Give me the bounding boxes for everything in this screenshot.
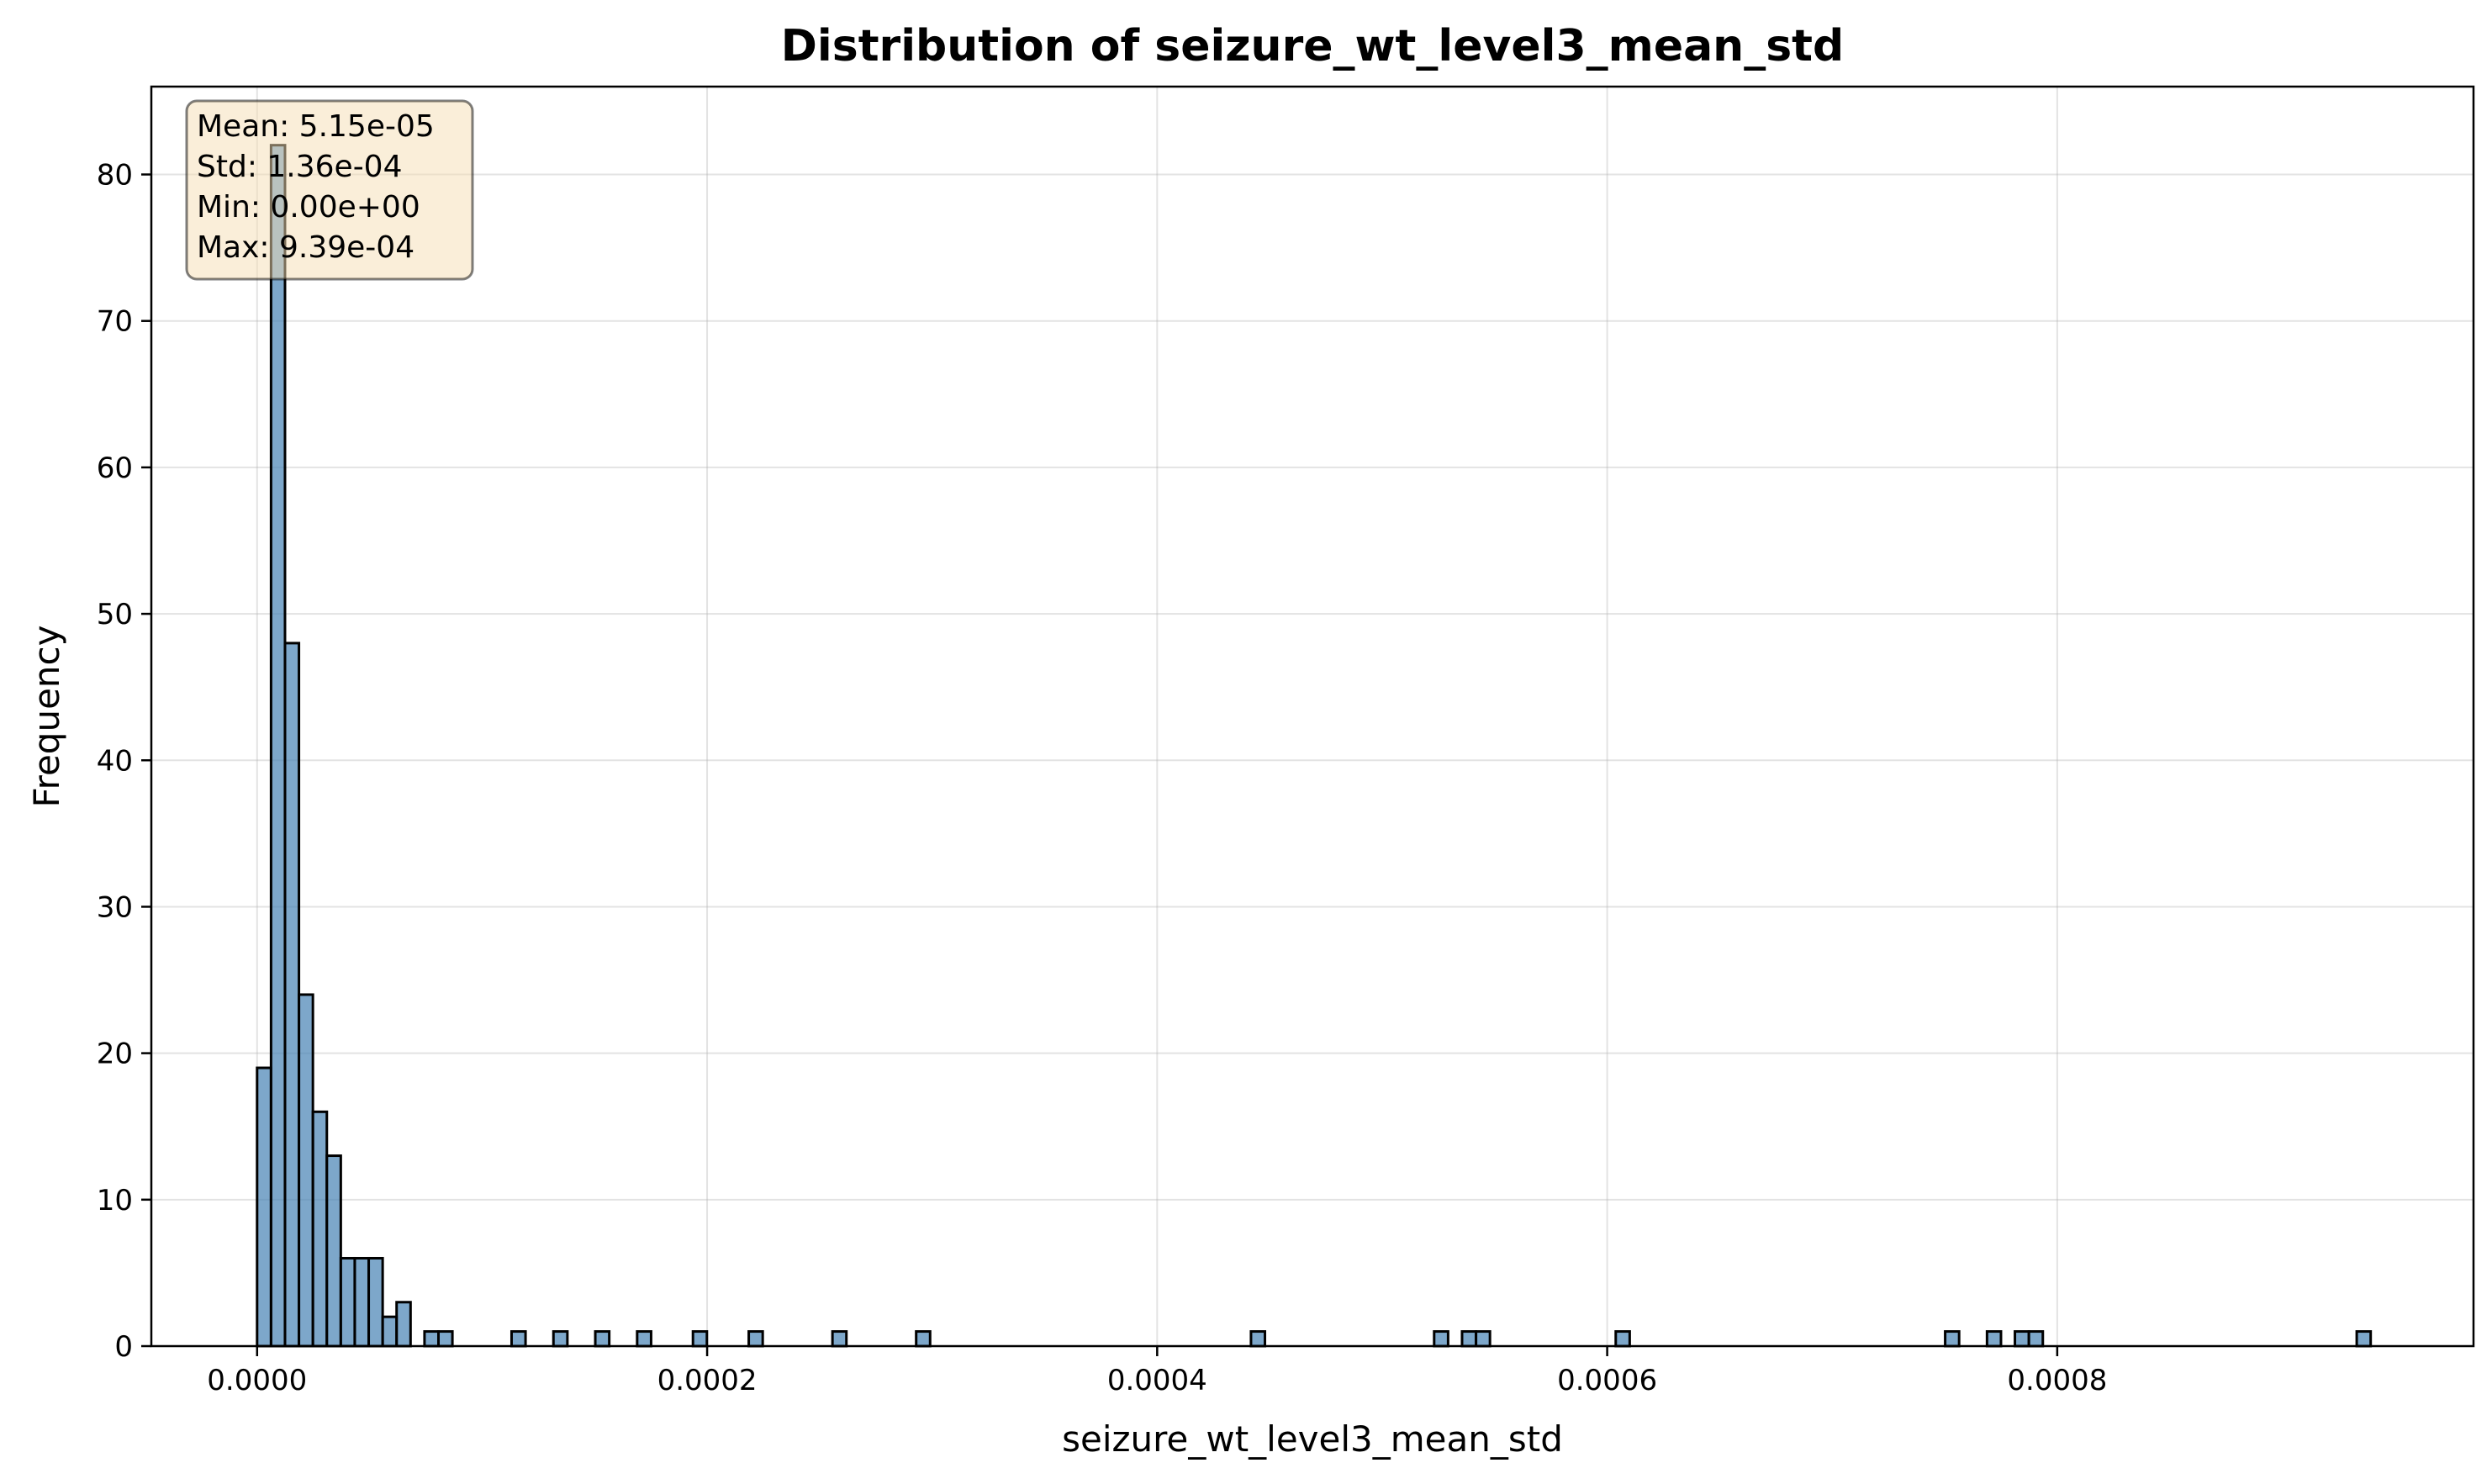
histogram-bar <box>1249 1330 1267 1348</box>
chart-title: Distribution of seizure_wt_level3_mean_s… <box>781 21 1844 71</box>
x-axis-label: seizure_wt_level3_mean_std <box>1062 1418 1563 1460</box>
histogram-bar <box>367 1256 384 1348</box>
y-axis-ticks: 0 10 20 30 40 50 60 70 80 <box>97 159 151 1364</box>
histogram-bar <box>256 1066 272 1348</box>
y-tick-label: 10 <box>97 1184 133 1217</box>
stats-mean: Mean: 5.15e-05 <box>197 109 435 144</box>
histogram-bar <box>269 144 287 1348</box>
histogram-bar <box>1475 1330 1492 1348</box>
x-tick-label: 0.0004 <box>1107 1364 1207 1397</box>
x-tick-label: 0.0002 <box>657 1364 758 1397</box>
y-tick-label: 20 <box>97 1038 133 1071</box>
x-tick-label: 0.0008 <box>2007 1364 2107 1397</box>
stats-box-background <box>185 99 474 281</box>
histogram-bars <box>256 144 2373 1348</box>
y-axis-label: Frequency <box>26 626 67 808</box>
histogram-bar <box>395 1301 412 1348</box>
histogram-bar <box>2355 1330 2373 1348</box>
histogram-bar <box>594 1330 611 1348</box>
histogram-bar <box>915 1330 932 1348</box>
y-tick-label: 50 <box>97 598 133 631</box>
x-tick-label: 0.0006 <box>1557 1364 1657 1397</box>
histogram-bar <box>325 1154 342 1348</box>
histogram-bar <box>747 1330 764 1348</box>
histogram-bar <box>636 1330 652 1348</box>
y-tick-label: 30 <box>97 890 133 924</box>
histogram-bar <box>691 1330 709 1348</box>
histogram-bar <box>831 1330 848 1348</box>
histogram-bar <box>339 1256 356 1348</box>
y-tick-label: 80 <box>97 159 133 193</box>
histogram-bar <box>1944 1330 1961 1348</box>
histogram-bar <box>1985 1330 2003 1348</box>
histogram-bar <box>2014 1330 2030 1348</box>
histogram-bar <box>1433 1330 1449 1348</box>
histogram-bar <box>311 1110 329 1348</box>
histogram-bar <box>298 993 314 1348</box>
stats-min: Min: 0.00e+00 <box>197 190 420 224</box>
x-tick-label: 0.0000 <box>207 1364 307 1397</box>
y-tick-label: 0 <box>114 1330 133 1364</box>
histogram-bar <box>552 1330 569 1348</box>
histogram-bar <box>423 1330 441 1348</box>
stats-std: Std: 1.36e-04 <box>197 150 403 184</box>
histogram-bar <box>509 1330 527 1348</box>
y-tick-label: 60 <box>97 452 133 485</box>
histogram-bar <box>283 642 301 1348</box>
stats-box: Mean: 5.15e-05 Std: 1.36e-04 Min: 0.00e+… <box>185 99 474 281</box>
histogram-bar <box>437 1330 454 1348</box>
y-tick-label: 70 <box>97 305 133 339</box>
histogram-bar <box>381 1315 399 1348</box>
histogram-bar <box>2027 1330 2045 1348</box>
x-axis-ticks: 0.0000 0.0002 0.0004 0.0006 0.0008 <box>207 1346 2107 1397</box>
y-tick-label: 40 <box>97 744 133 778</box>
histogram-bar <box>353 1256 371 1348</box>
stats-max: Max: 9.39e-04 <box>197 230 414 265</box>
grid-lines <box>151 87 2474 1347</box>
plot-frame <box>150 85 2475 1348</box>
histogram-bar <box>1614 1330 1631 1348</box>
histogram-bar <box>1460 1330 1478 1348</box>
